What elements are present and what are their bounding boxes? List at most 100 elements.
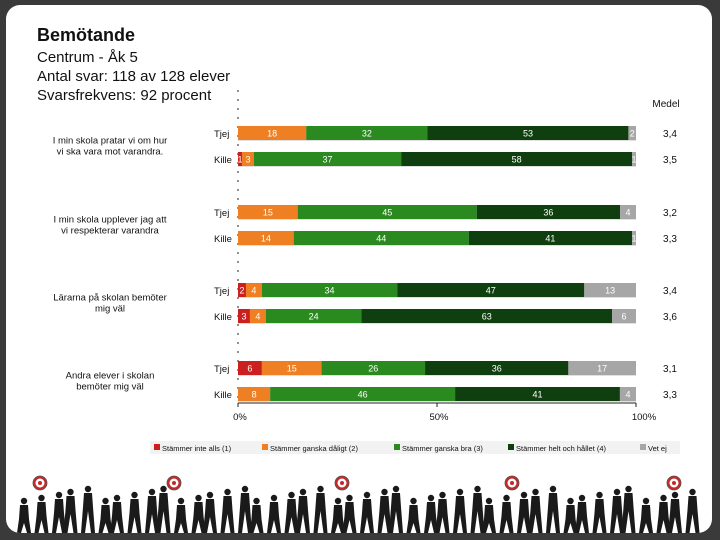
bar-row-tjej: Tjej015453643,2: [214, 205, 677, 220]
segment-1: [238, 361, 262, 375]
segment-3: [261, 283, 398, 297]
segment-1: [238, 283, 246, 297]
person-silhouette-icon: [668, 491, 682, 533]
person-silhouette-icon: [575, 494, 589, 533]
person-silhouette-icon: [174, 497, 188, 533]
person-silhouette-icon: [406, 497, 421, 533]
subtitle-school: Centrum - Åk 5: [37, 49, 138, 66]
legend-entry: Stämmer ganska dåligt (2): [270, 444, 358, 453]
legend-swatch: [394, 444, 400, 450]
segment-label: 4: [626, 208, 631, 218]
segment-label: 41: [545, 234, 555, 244]
legend-entry: Stämmer inte alls (1): [162, 444, 232, 453]
question-1: I min skola pratar vi om hur vi ska vara …: [53, 126, 677, 167]
person-silhouette-icon: [546, 485, 560, 533]
segment-label: 41: [532, 390, 542, 400]
segment-label: 58: [512, 155, 522, 165]
segment-label: 3: [241, 312, 246, 322]
x-tick-label: 0%: [233, 412, 247, 423]
person-silhouette-icon: [517, 491, 531, 533]
question-label: I min skola upplever jag att vi respekter…: [53, 215, 166, 237]
legend-entry: Vet ej: [648, 444, 667, 453]
segment-label: 24: [309, 312, 319, 322]
group-label: Tjej: [214, 208, 229, 219]
segment-3: [306, 126, 428, 140]
subtitle-responses: Antal svar: 118 av 128 elever: [37, 68, 231, 85]
person-silhouette-icon: [592, 491, 607, 533]
person-silhouette-icon: [284, 491, 299, 533]
segment-4: [455, 387, 620, 401]
mean-value: 3,3: [663, 390, 677, 401]
segment-label: 36: [543, 208, 553, 218]
question-label: Andra elever i skolan bemöter mig väl: [66, 371, 155, 393]
segment-2: [238, 387, 271, 401]
person-silhouette-icon: [127, 491, 142, 533]
segment-label: 46: [358, 390, 368, 400]
person-silhouette-icon: [238, 485, 252, 533]
person-silhouette-icon: [81, 485, 95, 533]
person-silhouette-icon: [267, 494, 281, 533]
segment-4: [425, 361, 569, 375]
person-silhouette-icon: [639, 497, 653, 533]
segment-2: [241, 152, 254, 166]
legend: Stämmer inte alls (1) Stämmer ganska dåli…: [150, 441, 680, 454]
segment-label: 3: [245, 155, 250, 165]
bar-row-kille: Kille 3 4 24 63 6 3,6: [214, 309, 677, 324]
person-silhouette-icon: [342, 494, 357, 533]
group-label: Tjej: [214, 286, 229, 297]
person-silhouette-icon: [499, 494, 514, 533]
segment-label: 8: [252, 390, 257, 400]
mean-value: 3,2: [663, 208, 677, 219]
group-label: Kille: [214, 312, 232, 323]
segment-label: 63: [482, 312, 492, 322]
segment-4: [476, 205, 621, 219]
question-4: Andra elever i skolan bemöter mig väl Tjej…: [66, 361, 677, 402]
person-silhouette-icon: [685, 488, 700, 533]
segment-5: [632, 152, 636, 166]
segment-label: 53: [523, 129, 533, 139]
segment-label: 1: [632, 155, 637, 165]
legend-swatch: [154, 444, 160, 450]
person-silhouette-icon: [435, 491, 450, 533]
x-tick-label: 50%: [429, 412, 449, 423]
person-silhouette-icon: [34, 494, 49, 533]
segment-2: [245, 283, 262, 297]
person-silhouette-icon: [377, 488, 392, 533]
mean-value: 3,6: [663, 312, 677, 323]
target-icon: [504, 475, 520, 491]
segment-label: 14: [261, 234, 271, 244]
stacked-bar-chart: Medel I min skola pratar vi om hur vi ska …: [53, 90, 680, 454]
legend-swatch: [640, 444, 646, 450]
segment-2: [261, 361, 322, 375]
segment-1: [238, 152, 242, 166]
bar-row-kille: Kille08464143,3: [214, 387, 677, 402]
segment-5: [620, 205, 636, 219]
legend-entry: Stämmer helt och hållet (4): [516, 444, 607, 453]
segment-5: [584, 283, 636, 297]
segment-label: 26: [368, 364, 378, 374]
person-silhouette-icon: [17, 497, 31, 533]
person-silhouette-icon: [610, 488, 624, 533]
bar-row-tjej: Tjej018325323,4: [214, 126, 677, 141]
legend-entry: Stämmer ganska bra (3): [402, 444, 483, 453]
person-silhouette-icon: [563, 497, 578, 533]
person-silhouette-icon: [110, 494, 124, 533]
segment-label: 2: [630, 129, 635, 139]
segment-label: 13: [605, 286, 615, 296]
bar-row-tjej: Tjej 6 15 26 36 17 3,1: [214, 361, 677, 376]
person-silhouette-icon: [424, 494, 438, 533]
segment-label: 47: [486, 286, 496, 296]
segment-label: 15: [287, 364, 297, 374]
segment-3: [253, 152, 402, 166]
person-silhouette-icon: [156, 485, 171, 533]
slide: Bemötande Centrum - Åk 5 Antal svar: 118…: [6, 5, 712, 533]
segment-5: [619, 387, 636, 401]
target-icon: [666, 475, 682, 491]
person-silhouette-icon: [296, 488, 310, 533]
person-silhouette-icon: [360, 491, 374, 533]
legend-swatch: [508, 444, 514, 450]
segment-5: [628, 126, 636, 140]
segment-label: 4: [251, 286, 256, 296]
segment-label: 4: [255, 312, 260, 322]
bar-row-tjej: Tjej 2 4 34 47 13 3,4: [214, 283, 677, 298]
